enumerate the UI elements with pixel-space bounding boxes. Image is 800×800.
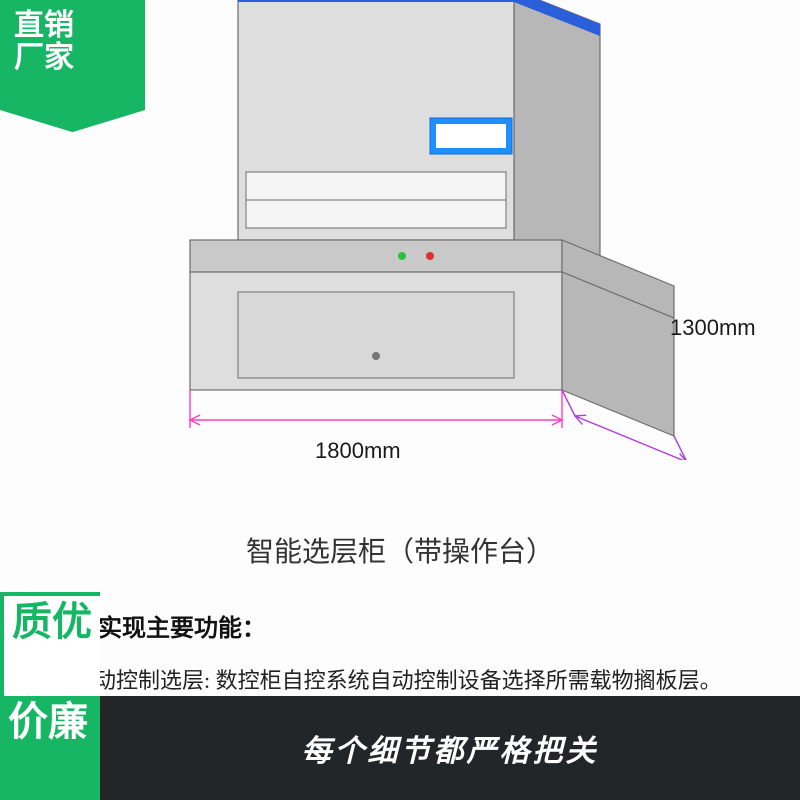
badge-line1: 直销 <box>14 9 74 42</box>
desk-front <box>190 240 562 272</box>
cabinet-diagram <box>130 0 800 460</box>
dimension-width-label: 1800mm <box>315 438 401 464</box>
badge-line2: 厂家 <box>14 41 74 74</box>
cabinet-top-band <box>238 0 514 2</box>
badge-direct-sale: 直销 厂家 <box>0 0 145 110</box>
diagram-caption: 智能选层柜（带操作台） <box>0 530 800 570</box>
cabinet-display-screen <box>436 124 506 148</box>
cabinet-tower-side <box>514 0 600 274</box>
badge-price: 价廉 <box>0 696 100 800</box>
badge-quality: 质优 <box>0 592 100 696</box>
indicator-red <box>426 252 434 260</box>
diagram-area: 1800mm 1300mm <box>50 0 780 500</box>
desk-knee-hole <box>238 292 514 378</box>
dimension-depth-label: 1300mm <box>670 315 756 341</box>
desk-knob <box>372 352 380 360</box>
quality-price-badge: 质优 价廉 <box>0 592 200 800</box>
dimension-width <box>190 390 562 428</box>
indicator-green <box>398 252 406 260</box>
bottom-bar-text: 每个细节都严格把关 <box>302 726 599 770</box>
